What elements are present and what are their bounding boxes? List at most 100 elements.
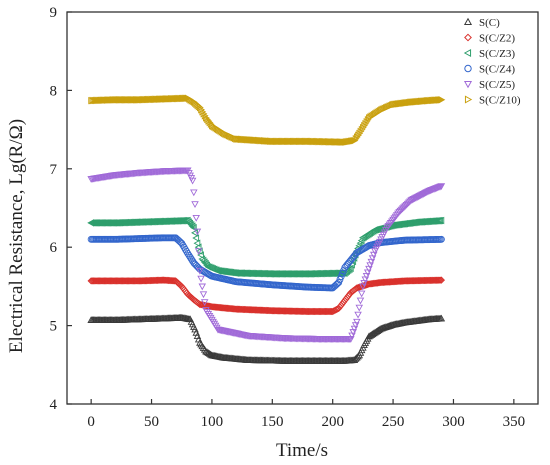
data-point xyxy=(346,264,354,273)
data-point xyxy=(183,248,191,255)
data-point xyxy=(191,229,198,237)
legend-label: S(C/Z2) xyxy=(479,33,515,45)
data-point xyxy=(437,96,445,104)
data-point xyxy=(188,177,197,185)
y-tick-label: 6 xyxy=(50,240,58,256)
legend-marker xyxy=(463,48,472,58)
data-point xyxy=(198,255,206,263)
data-point xyxy=(169,277,177,285)
x-tick-label: 350 xyxy=(503,414,526,430)
data-point xyxy=(193,228,202,236)
data-point xyxy=(198,283,207,291)
legend-marker xyxy=(463,17,473,26)
data-point xyxy=(192,262,200,269)
data-point xyxy=(338,270,346,277)
data-point xyxy=(179,241,187,249)
series-s-c-z2 xyxy=(87,276,446,316)
data-point xyxy=(398,205,407,213)
data-point xyxy=(181,246,189,253)
series-s-c-z3 xyxy=(87,216,445,278)
data-point xyxy=(405,199,413,207)
legend-label: S(C/Z4) xyxy=(479,64,515,76)
data-point xyxy=(175,237,183,245)
legend: S(C) S(C/Z2) S(C/Z3) S(C/Z4) S(C/Z5) S(C/Z10) xyxy=(463,17,521,107)
data-point xyxy=(436,236,444,243)
data-point xyxy=(357,290,366,298)
y-tick-label: 4 xyxy=(50,397,58,413)
data-point xyxy=(436,276,444,284)
x-tick-label: 200 xyxy=(321,414,344,430)
data-point xyxy=(353,318,361,326)
axis-ticks: 0 50 100 150 200 250 300 350 4 5 6 7 8 9 xyxy=(50,5,526,430)
data-point xyxy=(354,352,362,360)
series-s-c-z5 xyxy=(87,167,446,343)
data-point xyxy=(178,239,186,247)
x-tick-label: 50 xyxy=(144,414,159,430)
data-point xyxy=(402,202,411,209)
data-point xyxy=(191,201,199,209)
y-tick-label: 8 xyxy=(50,83,58,99)
data-point xyxy=(190,189,198,197)
data-point xyxy=(435,216,442,225)
data-point xyxy=(327,307,336,316)
legend-label: S(C/Z10) xyxy=(479,95,521,107)
data-point xyxy=(199,291,208,299)
data-point xyxy=(345,290,354,298)
data-point xyxy=(335,279,343,286)
data-point xyxy=(184,250,192,257)
legend-label: S(C) xyxy=(479,17,500,29)
data-point xyxy=(401,203,409,210)
data-point xyxy=(354,311,362,319)
data-point xyxy=(200,299,209,307)
x-tick-label: 250 xyxy=(382,414,405,430)
series-s-c xyxy=(87,313,446,364)
y-tick-label: 9 xyxy=(50,5,58,21)
data-point xyxy=(350,252,358,260)
data-point xyxy=(356,297,365,305)
data-point xyxy=(172,234,180,242)
data-point xyxy=(334,280,341,287)
data-point xyxy=(355,304,364,312)
data-point xyxy=(187,221,195,229)
data-point xyxy=(192,214,200,222)
data-point xyxy=(436,183,444,191)
data-point xyxy=(336,276,344,283)
data-point xyxy=(180,243,188,251)
data-point xyxy=(331,282,339,290)
data-point xyxy=(190,259,198,267)
x-tick-label: 100 xyxy=(201,414,224,430)
data-point xyxy=(199,256,207,265)
x-axis-title: Time/s xyxy=(276,440,328,461)
plot-area xyxy=(87,94,446,364)
data-point xyxy=(435,276,443,284)
data-point xyxy=(433,217,441,225)
y-tick-label: 5 xyxy=(50,319,58,335)
data-point xyxy=(197,275,205,283)
data-point xyxy=(173,235,181,243)
data-point xyxy=(197,251,204,259)
x-tick-label: 150 xyxy=(261,414,284,430)
data-point xyxy=(436,216,444,225)
x-tick-label: 0 xyxy=(87,414,95,430)
y-tick-label: 7 xyxy=(50,162,58,178)
data-point xyxy=(437,216,445,225)
data-point xyxy=(189,223,197,232)
data-point xyxy=(183,216,191,225)
data-point xyxy=(191,260,199,268)
data-point xyxy=(186,253,194,261)
data-point xyxy=(403,200,412,208)
data-point xyxy=(395,209,403,216)
data-point xyxy=(437,183,446,190)
series-s-c-z10 xyxy=(88,94,446,146)
data-point xyxy=(329,284,337,292)
data-point xyxy=(186,219,194,228)
y-axis-title: Electrical Resistance, Lg(R/Ω) xyxy=(6,119,27,353)
legend-marker xyxy=(464,33,472,42)
data-point xyxy=(185,218,192,226)
data-point xyxy=(192,234,200,242)
legend-marker xyxy=(464,95,473,104)
data-point xyxy=(189,257,197,265)
data-point xyxy=(396,207,405,215)
data-point xyxy=(397,206,406,214)
x-tick-label: 300 xyxy=(442,414,465,430)
